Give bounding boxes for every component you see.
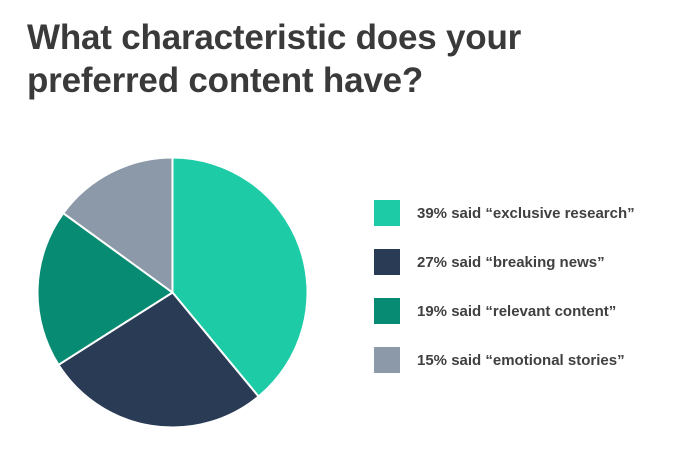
legend-item-1: 39% said “exclusive research”: [374, 200, 635, 226]
pie-chart: [30, 150, 315, 435]
legend-swatch: [374, 347, 400, 373]
legend-item-4: 15% said “emotional stories”: [374, 347, 625, 373]
legend-item-2: 27% said “breaking news”: [374, 249, 605, 275]
pie-slice-2: [57, 291, 260, 429]
legend-label: 15% said “emotional stories”: [417, 351, 625, 369]
legend-swatch: [374, 200, 400, 226]
legend-label: 39% said “exclusive research”: [417, 204, 635, 222]
legend-label: 19% said “relevant content”: [417, 302, 617, 320]
pie-chart-svg: [36, 156, 309, 429]
pie-slice-4: [62, 156, 174, 294]
legend-swatch: [374, 249, 400, 275]
legend-swatch: [374, 298, 400, 324]
legend-label: 27% said “breaking news”: [417, 253, 605, 271]
legend-item-3: 19% said “relevant content”: [374, 298, 616, 324]
chart-title: What characteristic does your preferred …: [27, 18, 522, 100]
pie-slice-3: [36, 212, 174, 366]
pie-slice-1: [171, 156, 309, 398]
